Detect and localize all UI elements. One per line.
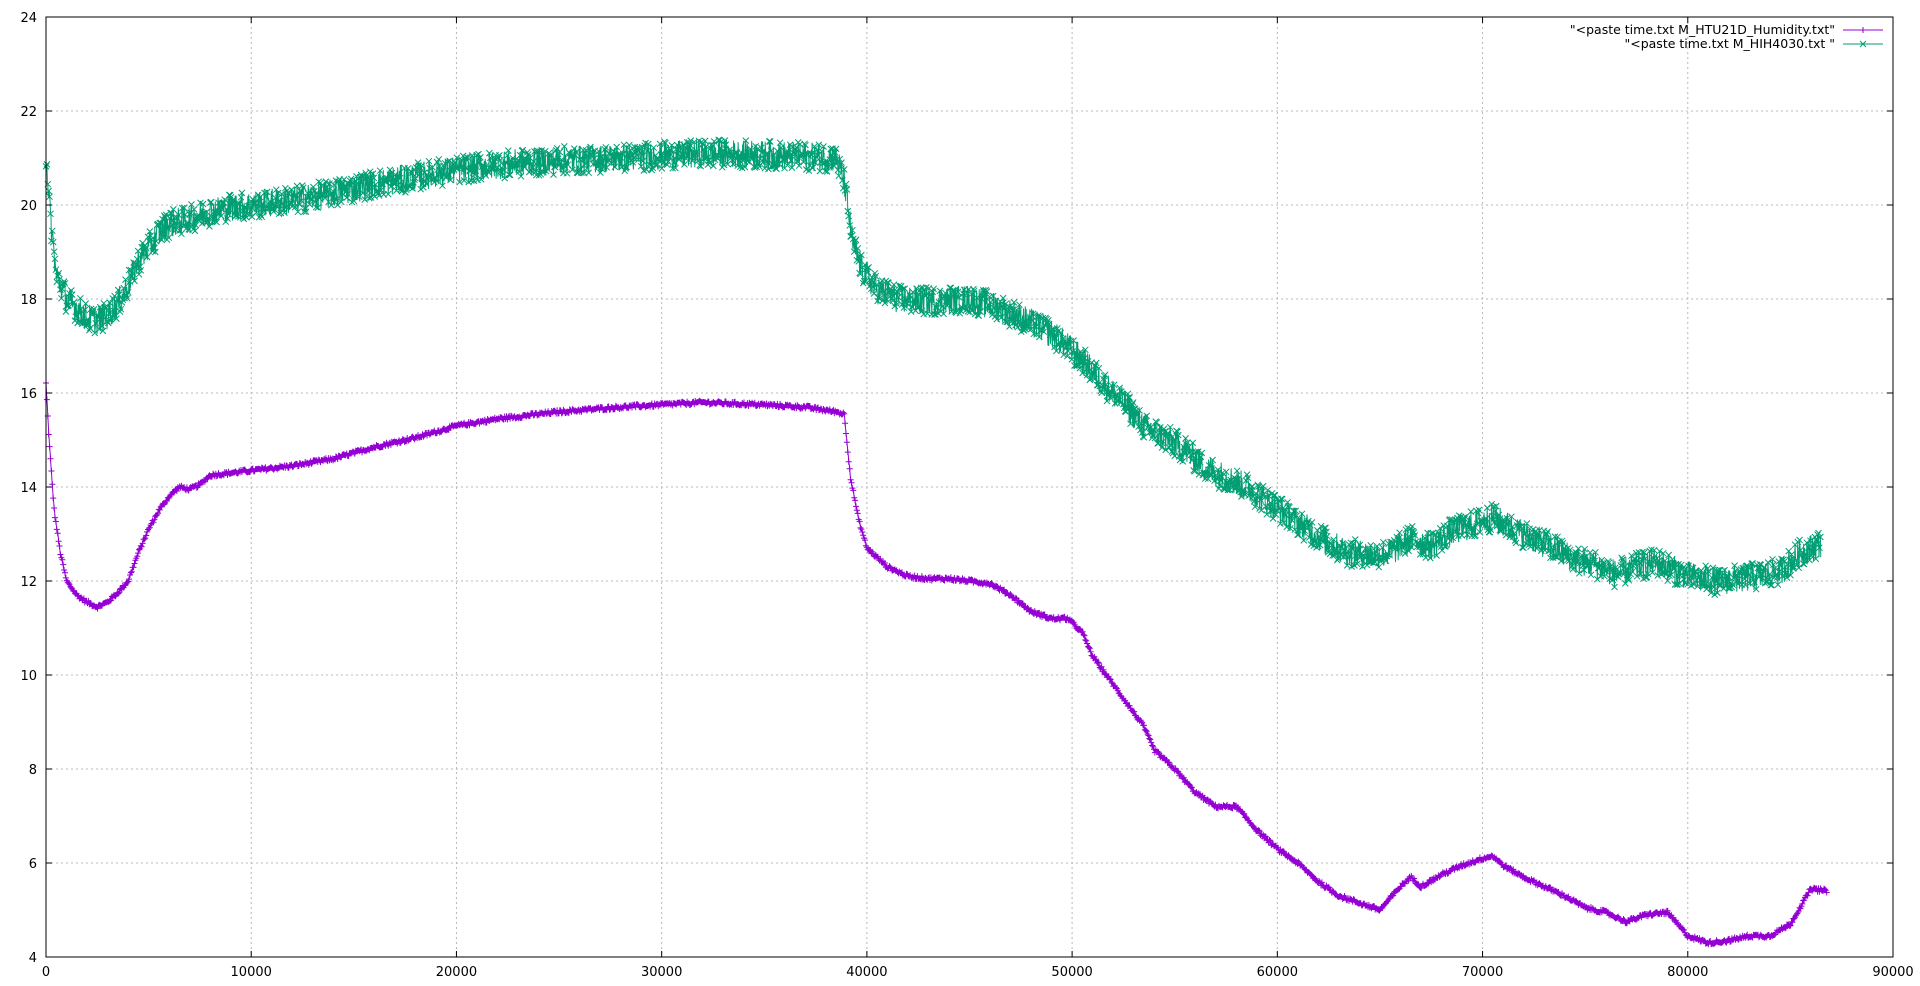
series-line [45, 382, 1828, 945]
y-tick-label: 14 [20, 481, 37, 496]
y-tick-label: 6 [29, 857, 37, 872]
x-tick-label: 10000 [231, 965, 272, 980]
legend-label: "<paste time.txt M_HIH4030.txt " [1624, 36, 1835, 51]
legend-label: "<paste time.txt M_HTU21D_Humidity.txt" [1570, 22, 1835, 37]
legend-marker [1859, 40, 1867, 48]
x-tick-label: 90000 [1872, 965, 1913, 980]
y-tick-label: 8 [29, 763, 37, 778]
x-tick-label: 20000 [436, 965, 477, 980]
y-tick-label: 22 [20, 105, 37, 120]
x-tick-label: 80000 [1667, 965, 1708, 980]
legend-entry: "<paste time.txt M_HTU21D_Humidity.txt" [1570, 22, 1883, 37]
y-tick-label: 12 [20, 575, 37, 590]
series-line [45, 139, 1822, 596]
y-tick-label: 20 [20, 199, 37, 214]
x-tick-label: 40000 [846, 965, 887, 980]
y-tick-label: 24 [20, 11, 37, 26]
legend: "<paste time.txt M_HTU21D_Humidity.txt""… [1570, 22, 1883, 51]
series-2 [42, 136, 1824, 598]
x-tick-label: 60000 [1257, 965, 1298, 980]
x-tick-label: 70000 [1462, 965, 1503, 980]
plot-border [45, 16, 1894, 958]
series-markers [43, 380, 1830, 948]
series-markers [42, 136, 1824, 598]
y-tick-label: 10 [20, 669, 37, 684]
x-tick-label: 0 [42, 965, 50, 980]
legend-entry: "<paste time.txt M_HIH4030.txt " [1624, 36, 1883, 51]
y-tick-label: 18 [20, 293, 37, 308]
x-tick-label: 50000 [1051, 965, 1092, 980]
x-tick-label: 30000 [641, 965, 682, 980]
y-tick-label: 16 [20, 387, 37, 402]
series-1 [43, 380, 1830, 948]
plot-area [42, 136, 1830, 948]
axes: 0 10000 20000 30000 40000 50000 60000 70000 8000… [20, 11, 1913, 980]
legend-marker [1860, 27, 1866, 33]
y-tick-label: 4 [29, 951, 37, 966]
grid [46, 17, 1893, 957]
